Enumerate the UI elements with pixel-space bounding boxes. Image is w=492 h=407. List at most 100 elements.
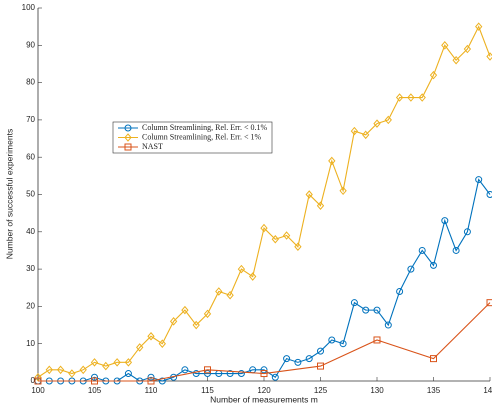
data-point bbox=[396, 287, 404, 295]
data-point bbox=[373, 119, 381, 128]
data-point bbox=[124, 358, 133, 367]
data-point bbox=[260, 366, 268, 374]
series-line bbox=[38, 302, 491, 382]
y-axis-label: Number of successful experiments bbox=[4, 129, 14, 259]
y-tick-label: 10 bbox=[26, 339, 35, 348]
series-line bbox=[38, 178, 491, 382]
data-point bbox=[136, 343, 144, 352]
data-point bbox=[305, 190, 313, 199]
data-point bbox=[249, 272, 257, 281]
data-point bbox=[226, 370, 234, 378]
series-line bbox=[37, 25, 491, 378]
data-point bbox=[407, 265, 415, 273]
data-point bbox=[203, 309, 212, 319]
data-point bbox=[317, 362, 324, 370]
data-point bbox=[181, 366, 189, 374]
x-tick-label: 105 bbox=[88, 386, 102, 395]
data-point bbox=[181, 305, 189, 315]
data-point bbox=[124, 370, 132, 378]
data-point bbox=[452, 246, 460, 254]
data-point bbox=[339, 186, 347, 196]
x-tick-label: 120 bbox=[257, 386, 271, 395]
y-tick-label: 0 bbox=[31, 376, 36, 385]
data-point bbox=[147, 377, 155, 385]
data-point bbox=[317, 347, 324, 355]
data-point bbox=[45, 365, 53, 375]
data-point bbox=[158, 377, 166, 385]
data-point bbox=[384, 115, 392, 125]
data-point bbox=[328, 156, 336, 166]
data-point bbox=[56, 365, 65, 375]
legend-marker bbox=[124, 124, 132, 132]
data-point bbox=[260, 223, 268, 233]
data-point bbox=[486, 52, 492, 61]
y-tick-label: 80 bbox=[26, 78, 35, 87]
data-point bbox=[147, 331, 155, 341]
data-point bbox=[283, 355, 291, 363]
data-point bbox=[475, 176, 483, 184]
legend-marker bbox=[124, 143, 132, 151]
data-point bbox=[475, 22, 483, 31]
data-point bbox=[90, 358, 99, 367]
data-point bbox=[486, 191, 492, 198]
data-point bbox=[192, 370, 200, 378]
data-point bbox=[384, 321, 392, 329]
data-point bbox=[204, 366, 211, 374]
x-tick-label: 100 bbox=[31, 386, 45, 395]
y-tick-label: 40 bbox=[26, 227, 35, 236]
data-point bbox=[362, 130, 370, 140]
data-point bbox=[68, 369, 76, 378]
data-point bbox=[463, 44, 472, 54]
x-tick-label: 135 bbox=[427, 386, 441, 395]
y-tick-label: 20 bbox=[26, 302, 35, 311]
legend-label: NAST bbox=[142, 142, 163, 151]
data-point bbox=[91, 377, 98, 385]
legend-marker bbox=[124, 133, 132, 142]
data-point bbox=[226, 290, 234, 300]
y-tick-label: 100 bbox=[22, 3, 36, 12]
y-tick-label: 70 bbox=[26, 115, 35, 124]
data-point bbox=[113, 358, 121, 367]
data-point bbox=[102, 361, 110, 371]
data-point bbox=[34, 377, 42, 385]
x-tick-label: 110 bbox=[145, 386, 158, 395]
data-point bbox=[350, 126, 359, 136]
x-tick-label: 140 bbox=[483, 386, 492, 395]
data-point bbox=[294, 358, 302, 366]
data-point bbox=[452, 55, 460, 65]
x-tick-label: 130 bbox=[370, 386, 384, 395]
data-point bbox=[486, 299, 492, 307]
legend-label: Column Streamlining, Rel. Err. < 0.1% bbox=[142, 123, 268, 132]
data-point bbox=[204, 370, 211, 378]
data-point bbox=[271, 234, 279, 244]
y-tick-label: 60 bbox=[26, 152, 35, 161]
data-point bbox=[407, 93, 415, 102]
data-point bbox=[147, 373, 155, 381]
y-tick-label: 90 bbox=[26, 40, 35, 49]
data-point bbox=[373, 336, 381, 344]
data-point bbox=[441, 41, 449, 50]
data-point bbox=[373, 306, 381, 314]
data-point bbox=[316, 201, 325, 210]
data-point bbox=[350, 299, 358, 307]
data-point bbox=[441, 217, 449, 225]
data-point bbox=[169, 317, 178, 326]
data-point bbox=[362, 306, 370, 314]
y-tick-label: 50 bbox=[26, 190, 35, 199]
x-tick-label: 115 bbox=[201, 386, 214, 395]
data-point bbox=[237, 370, 245, 378]
y-tick-label: 30 bbox=[26, 264, 35, 273]
data-point bbox=[339, 340, 347, 348]
data-point bbox=[260, 370, 268, 378]
data-point bbox=[215, 287, 223, 296]
data-point bbox=[91, 373, 98, 381]
data-point bbox=[463, 228, 471, 236]
data-point bbox=[418, 246, 426, 254]
x-axis-label: Number of measurements m bbox=[210, 394, 318, 404]
data-point bbox=[430, 355, 437, 363]
data-point bbox=[158, 339, 166, 348]
data-point bbox=[79, 365, 87, 375]
x-tick-label: 125 bbox=[314, 386, 328, 395]
data-point bbox=[192, 320, 200, 330]
